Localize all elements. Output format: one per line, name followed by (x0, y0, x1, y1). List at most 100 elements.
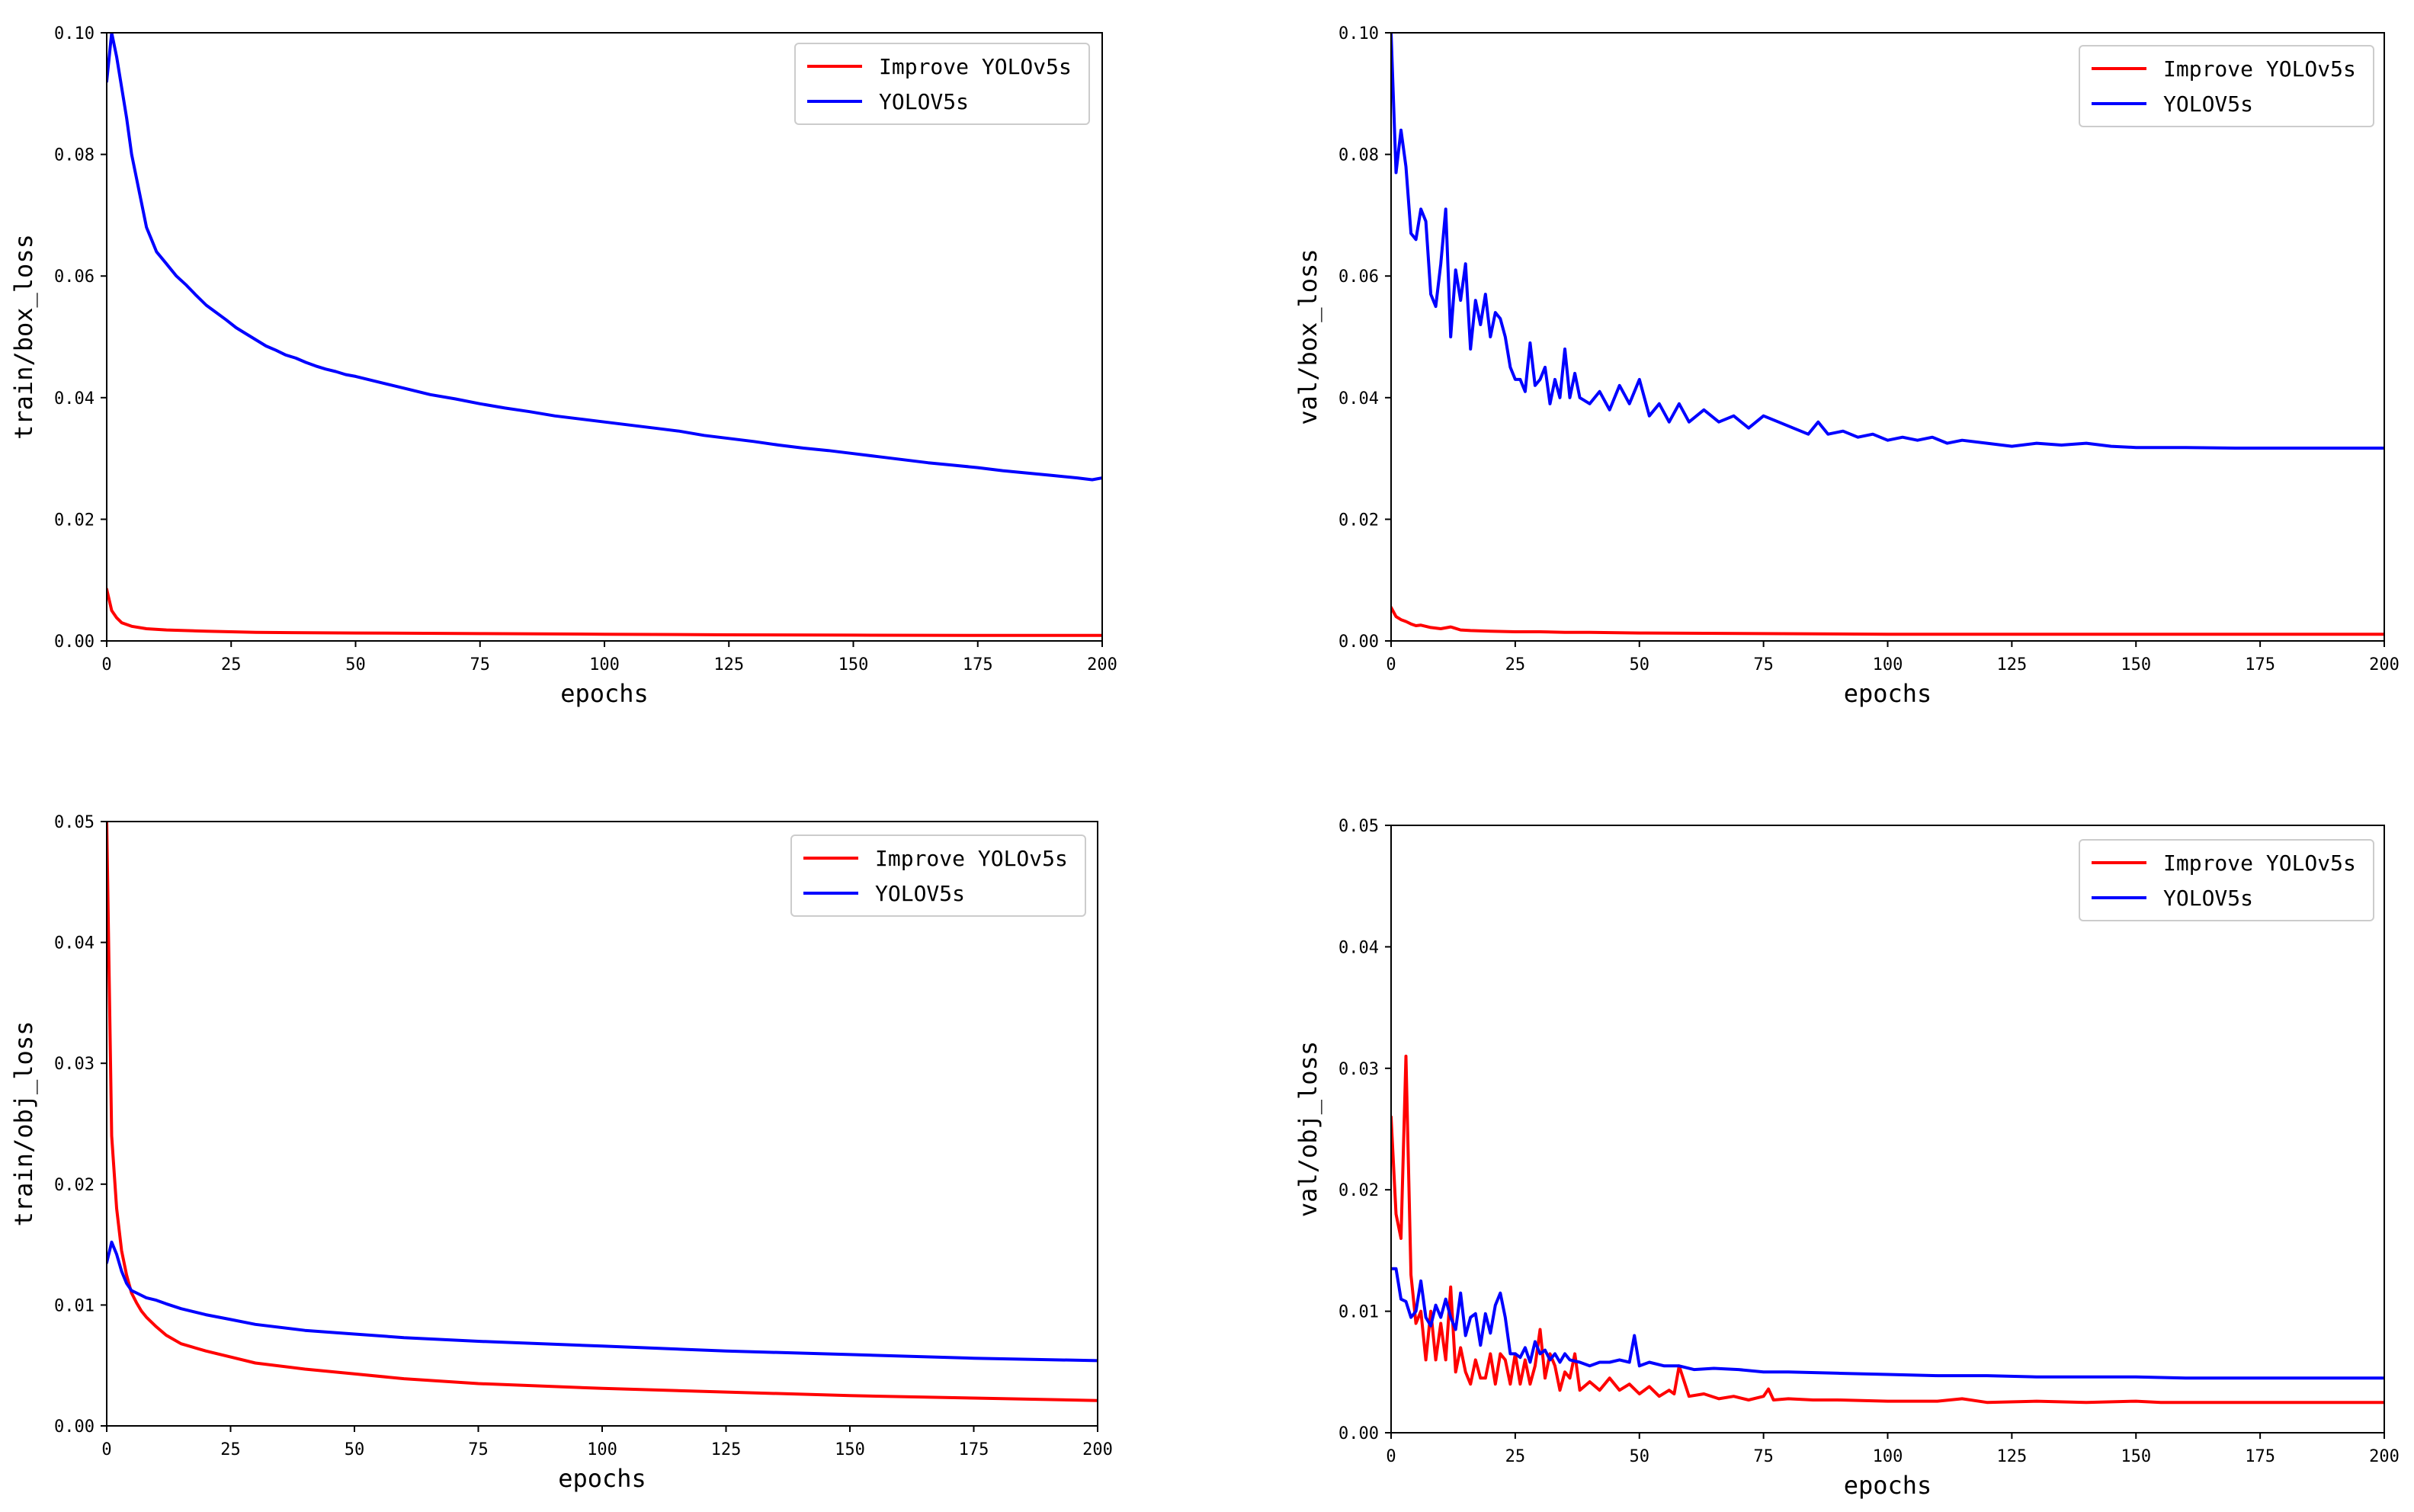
y-tick-label: 0.04 (54, 934, 95, 953)
x-tick-label: 25 (221, 655, 242, 674)
legend-label-yolov5s: YOLOV5s (2163, 91, 2253, 117)
x-tick-label: 100 (1873, 1447, 1903, 1466)
series-line-improve-yolov5s (1391, 1054, 2384, 1405)
y-tick-label: 0.00 (54, 1418, 95, 1437)
series-line-improve-yolov5s (107, 588, 1102, 637)
x-tick-label: 75 (470, 655, 491, 674)
legend-box (2079, 45, 2374, 127)
x-tick-label: 150 (838, 655, 869, 674)
x-tick-label: 25 (1505, 655, 1526, 674)
x-tick-label: 175 (2245, 655, 2275, 674)
x-axis-label: epochs (560, 679, 649, 708)
y-axis-label: train/obj_loss (9, 1021, 38, 1227)
y-tick-label: 0.05 (1338, 817, 1379, 836)
x-tick-label: 175 (963, 655, 993, 674)
y-tick-label: 0.02 (54, 511, 95, 530)
x-tick-label: 200 (2369, 655, 2400, 674)
y-tick-label: 0.02 (1338, 1181, 1379, 1200)
y-tick-label: 0.03 (1338, 1060, 1379, 1079)
x-tick-label: 125 (713, 655, 744, 674)
y-tick-label: 0.01 (54, 1296, 95, 1315)
y-tick-label: 0.04 (1338, 389, 1379, 408)
x-tick-label: 200 (2369, 1447, 2400, 1466)
x-tick-label: 150 (2121, 655, 2151, 674)
y-tick-label: 0.00 (1338, 633, 1379, 652)
legend: Improve YOLOv5s YOLOV5s (790, 834, 1086, 917)
series-group (1391, 33, 2384, 636)
y-tick-label: 0.00 (54, 633, 95, 652)
legend-label-improve-yolov5s: Improve YOLOv5s (875, 846, 1068, 871)
x-tick-label: 75 (468, 1440, 489, 1459)
x-tick-label: 75 (1753, 655, 1774, 674)
chart-val-box-loss: 0 25 50 75 100 125 150 175 200 0.00 0.02 0.04 0.06 0.… (1294, 24, 2400, 708)
series-group (107, 822, 1098, 1402)
legend-box (2079, 839, 2374, 921)
y-tick-label: 0.08 (1338, 146, 1379, 165)
series-group (1391, 1054, 2384, 1405)
legend-box (794, 43, 1090, 125)
y-tick-label: 0.03 (54, 1055, 95, 1074)
legend-box (790, 834, 1086, 917)
x-axis-label: epochs (1844, 1471, 1932, 1500)
x-tick-label: 0 (1386, 655, 1396, 674)
series-line-yolov5s (1391, 1267, 2384, 1380)
chart-train-box-loss: 0 25 50 75 100 125 150 175 200 0.00 0.02 0.04 0.06 0.… (9, 24, 1117, 708)
y-tick-label: 0.08 (54, 146, 95, 165)
x-tick-label: 175 (2245, 1447, 2275, 1466)
x-tick-label: 200 (1082, 1440, 1113, 1459)
x-tick-label: 75 (1753, 1447, 1774, 1466)
y-tick-label: 0.06 (54, 267, 95, 287)
y-tick-label: 0.10 (1338, 24, 1379, 43)
x-tick-label: 50 (1630, 1447, 1650, 1466)
legend: Improve YOLOv5s YOLOV5s (2079, 839, 2374, 921)
legend-label-yolov5s: YOLOV5s (2163, 886, 2253, 911)
chart-train-obj-loss: 0 25 50 75 100 125 150 175 200 0.00 0.01 0.02 0.03 0.… (9, 813, 1113, 1493)
x-tick-label: 50 (345, 1440, 365, 1459)
y-tick-label: 0.02 (54, 1176, 95, 1195)
legend-label-improve-yolov5s: Improve YOLOv5s (2163, 56, 2356, 82)
x-tick-label: 175 (959, 1440, 989, 1459)
y-tick-label: 0.04 (54, 389, 95, 408)
legend: Improve YOLOv5s YOLOV5s (794, 43, 1090, 125)
x-tick-label: 125 (1997, 655, 2028, 674)
x-tick-label: 125 (1997, 1447, 2028, 1466)
legend-label-improve-yolov5s: Improve YOLOv5s (879, 54, 1072, 79)
y-axis-label: val/obj_loss (1294, 1041, 1322, 1217)
x-tick-label: 100 (587, 1440, 617, 1459)
x-tick-label: 150 (2121, 1447, 2151, 1466)
x-tick-label: 50 (345, 655, 366, 674)
x-tick-label: 0 (101, 1440, 111, 1459)
y-tick-label: 0.00 (1338, 1424, 1379, 1443)
y-tick-label: 0.01 (1338, 1303, 1379, 1322)
x-tick-label: 0 (101, 655, 111, 674)
y-tick-label: 0.05 (54, 813, 95, 832)
series-line-improve-yolov5s (1391, 606, 2384, 636)
y-tick-label: 0.06 (1338, 267, 1379, 287)
y-axis-label: val/box_loss (1294, 248, 1322, 424)
x-tick-label: 0 (1386, 1447, 1396, 1466)
legend-label-yolov5s: YOLOV5s (879, 89, 969, 114)
y-tick-label: 0.10 (54, 24, 95, 43)
series-line-yolov5s (1391, 33, 2384, 450)
x-tick-label: 25 (1505, 1447, 1526, 1466)
legend-label-improve-yolov5s: Improve YOLOv5s (2163, 850, 2356, 876)
x-axis-label: epochs (558, 1464, 646, 1493)
x-tick-label: 200 (1087, 655, 1117, 674)
chart-val-obj-loss: 0 25 50 75 100 125 150 175 200 0.00 0.01 0.02 0.03 0.… (1294, 817, 2400, 1500)
x-tick-label: 150 (835, 1440, 865, 1459)
legend-label-yolov5s: YOLOV5s (875, 881, 965, 906)
x-tick-label: 100 (589, 655, 620, 674)
x-tick-label: 100 (1873, 655, 1903, 674)
x-tick-label: 50 (1630, 655, 1650, 674)
series-line-yolov5s (107, 33, 1102, 482)
y-tick-label: 0.02 (1338, 511, 1379, 530)
series-group (107, 33, 1102, 637)
y-tick-label: 0.04 (1338, 938, 1379, 957)
x-axis-label: epochs (1844, 679, 1932, 708)
legend: Improve YOLOv5s YOLOV5s (2079, 45, 2374, 127)
series-line-yolov5s (107, 1240, 1098, 1363)
series-line-improve-yolov5s (107, 822, 1098, 1402)
x-tick-label: 125 (711, 1440, 742, 1459)
y-axis-label: train/box_loss (9, 234, 38, 440)
